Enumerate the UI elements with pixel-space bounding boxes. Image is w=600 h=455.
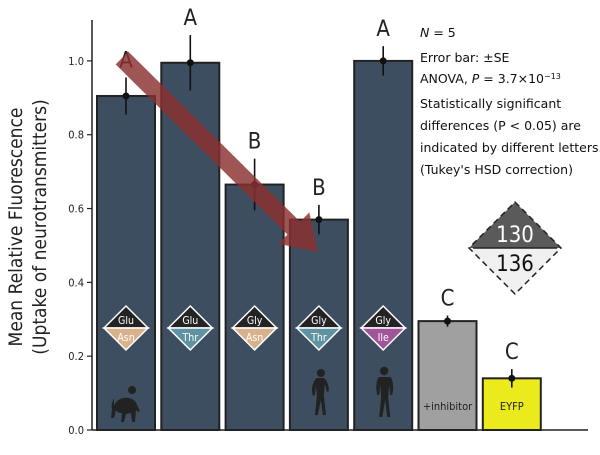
annotation-text: = 3.7×10 [479,71,544,86]
y-axis-label-line: (Uptake of neurotransmitters) [29,99,51,354]
annotation-text: −13 [544,72,561,81]
annotation-text: Statistically significant [420,96,561,111]
position-diamond-outline [467,200,563,296]
significance-letter: A [184,6,198,31]
residue-top-label: Glu [118,315,134,327]
annotation-line: ANOVA, P = 3.7×10−13 [420,71,561,86]
residue-pair-diamond: Gly Thr [295,304,343,352]
mean-point [186,59,194,67]
y-tick-label: 1.0 [68,55,84,68]
position-bottom-label: 136 [496,252,534,277]
residue-pair-diamond: Gly Asn [230,304,279,352]
y-axis-label-line: Mean Relative Fluorescence [5,108,27,347]
residue-diamond-bottom [295,327,343,352]
residue-bottom-label: Asn [246,332,263,344]
significance-letter: B [312,176,326,201]
annotation-line: Error bar: ±SE [420,50,510,65]
residue-bottom-label: Ile [378,332,389,344]
y-tick-label: 0.8 [68,129,84,142]
significance-letter: C [441,287,455,312]
residue-bottom-label: Thr [181,332,198,344]
y-tick-label: 0.6 [68,203,84,216]
residue-top-label: Gly [375,315,391,327]
residue-top-label: Gly [311,315,327,327]
position-top-label: 130 [496,223,534,248]
y-tick-label: 0.0 [68,424,84,437]
annotation-text: = 5 [429,25,455,40]
significance-letter: A [376,17,390,42]
bar-6 [417,320,478,432]
significance-letter: B [248,130,262,155]
annotation-text: P [472,71,480,86]
annotation-text: N [420,25,430,40]
residue-diamond-bottom [102,327,150,352]
significance-letter: C [505,340,519,365]
y-tick-label: 0.4 [68,276,84,289]
bar-1 [96,94,156,432]
bar-label: +inhibitor [423,400,473,413]
position-diamond-top [469,202,561,248]
residue-bottom-label: Asn [117,332,134,344]
annotation-line: Statistically significant [420,96,561,111]
annotation-line: indicated by different letters. [420,140,600,155]
trend-arrow [115,51,318,252]
annotation-line: (Tukey's HSD correction) [420,162,573,177]
bar-label: EYFP [500,400,524,413]
mean-point [444,317,451,325]
residue-pair-diamond: Glu Thr [166,304,215,352]
mean-point [508,374,516,382]
annotation-text: ANOVA, [420,71,472,86]
annotation-line: N = 5 [420,25,456,40]
annotation-text: (Tukey's HSD correction) [420,162,573,177]
y-tick-label: 0.2 [68,350,84,363]
position-diamond-bottom [469,248,561,294]
annotation-text: differences (P < 0.05) are [420,118,581,133]
residue-diamond-bottom [359,327,408,352]
residue-bottom-label: Thr [310,332,327,344]
residue-top-label: Gly [247,315,263,327]
annotation-line: differences (P < 0.05) are [420,118,581,133]
mean-point [122,92,130,100]
mean-point [315,216,323,224]
residue-pair-diamond: Gly Ile [359,304,408,352]
annotation-text: Error bar: ±SE [420,50,510,65]
annotation-text: indicated by different letters. [420,140,600,155]
residue-top-label: Glu [182,315,198,327]
residue-diamond-bottom [166,327,215,352]
residue-pair-diamond: Glu Asn [102,304,150,352]
residue-diamond-bottom [230,327,279,352]
mean-point [379,57,387,65]
